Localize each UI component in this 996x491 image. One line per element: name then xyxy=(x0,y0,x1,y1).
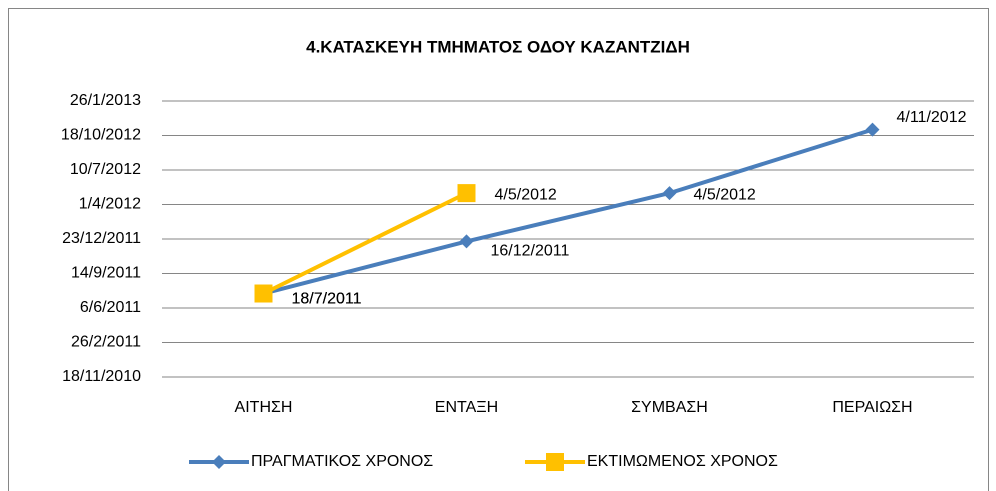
x-tick-label: ΕΝΤΑΞΗ xyxy=(435,399,498,416)
series-line xyxy=(262,191,468,296)
y-tick-label: 18/11/2010 xyxy=(62,368,141,385)
y-tick-label: 10/7/2012 xyxy=(70,161,141,178)
y-tick-label: 6/6/2011 xyxy=(80,299,141,316)
data-label: 18/7/2011 xyxy=(292,291,362,308)
data-label: 16/12/2011 xyxy=(491,243,570,260)
marker xyxy=(865,122,880,137)
x-tick-label: ΠΕΡΑΙΩΣΗ xyxy=(832,399,912,416)
y-tick-label: 23/12/2011 xyxy=(62,230,141,247)
legend-label: ΠΡΑΓΜΑΤΙΚΟΣ ΧΡΟΝΟΣ xyxy=(251,453,433,470)
y-tick-label: 1/4/2012 xyxy=(79,196,141,213)
y-tick-label: 26/1/2013 xyxy=(70,92,141,109)
data-label: 18/7/2011 xyxy=(292,291,362,308)
legend-marker xyxy=(546,453,564,471)
marker xyxy=(662,186,677,201)
marker xyxy=(457,184,476,203)
marker xyxy=(459,234,474,249)
legend-label: ΕΚΤΙΜΩΜΕΝΟΣ ΧΡΟΝΟΣ xyxy=(587,453,778,470)
x-tick-label: ΣΥΜΒΑΣΗ xyxy=(631,399,708,416)
chart-title: 4.ΚΑΤΑΣΚΕΥΗ ΤΜΗΜΑΤΟΣ ΟΔΟΥ ΚΑΖΑΝΤΖΙΔΗ xyxy=(306,37,690,56)
legend-marker xyxy=(212,455,226,469)
data-label: 4/5/2012 xyxy=(694,186,756,203)
x-tick-label: ΑΙΤΗΣΗ xyxy=(235,399,293,416)
data-label: 4/5/2012 xyxy=(495,186,557,203)
marker xyxy=(254,284,273,303)
series-line xyxy=(263,127,874,296)
y-tick-label: 26/2/2011 xyxy=(71,334,141,351)
y-tick-label: 14/9/2011 xyxy=(71,265,141,282)
y-tick-label: 18/10/2012 xyxy=(61,127,141,144)
data-label: 4/11/2012 xyxy=(897,109,967,126)
chart-border xyxy=(8,8,989,491)
